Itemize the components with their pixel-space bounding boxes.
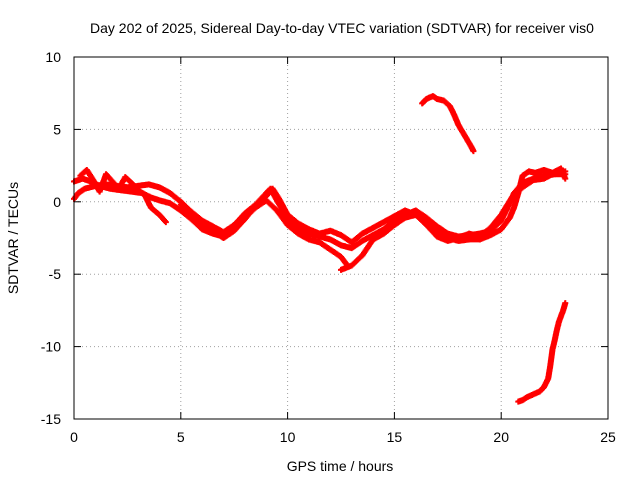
y-tick-label: -5	[49, 266, 62, 282]
y-tick-label: 10	[45, 49, 61, 65]
series-track-6	[419, 93, 477, 155]
y-tick-label: -10	[41, 339, 61, 355]
data-point-fill	[285, 217, 301, 232]
plot-border	[73, 56, 609, 420]
data-point-fill	[189, 217, 205, 232]
data-point-fill	[360, 237, 376, 258]
x-tick-label: 5	[177, 429, 185, 445]
grid	[74, 57, 608, 419]
data-point-fill	[242, 202, 258, 221]
data-point-fill	[274, 208, 290, 227]
data-point	[162, 219, 169, 226]
x-tick-label: 15	[387, 429, 403, 445]
y-tick-label: -15	[41, 411, 61, 427]
data-point-fill	[488, 212, 504, 230]
y-tick-label: 0	[53, 194, 61, 210]
series-track-5	[338, 165, 569, 273]
data-point-fill	[349, 253, 365, 268]
data-point-fill	[178, 202, 194, 217]
x-tick-label: 0	[70, 429, 78, 445]
data-point-fill	[520, 395, 529, 403]
axis-ticks: 0 5 10 15 20 25 -15 -10 -5 0 5 10	[41, 49, 616, 445]
y-axis-label: SDTVAR / TECUs	[5, 182, 21, 294]
data-point	[562, 175, 569, 182]
data-point-fill	[468, 144, 476, 153]
data-point	[470, 148, 477, 155]
data-point-fill	[499, 195, 515, 217]
x-tick-label: 25	[600, 429, 616, 445]
series-track-3	[77, 166, 169, 226]
data-point-fill	[430, 93, 440, 102]
data-point-fill	[232, 217, 247, 233]
data-point-fill	[276, 197, 290, 217]
x-tick-label: 10	[280, 429, 296, 445]
data-point-fill	[424, 218, 440, 233]
data-point-fill	[424, 223, 440, 239]
x-tick-label: 20	[493, 429, 509, 445]
data-series	[71, 93, 569, 405]
y-tick-label: 5	[53, 121, 61, 137]
x-axis-label: GPS time / hours	[287, 458, 394, 474]
data-point	[562, 300, 569, 307]
series-track-7	[515, 300, 569, 405]
chart-title: Day 202 of 2025, Sidereal Day-to-day VTE…	[90, 20, 594, 36]
